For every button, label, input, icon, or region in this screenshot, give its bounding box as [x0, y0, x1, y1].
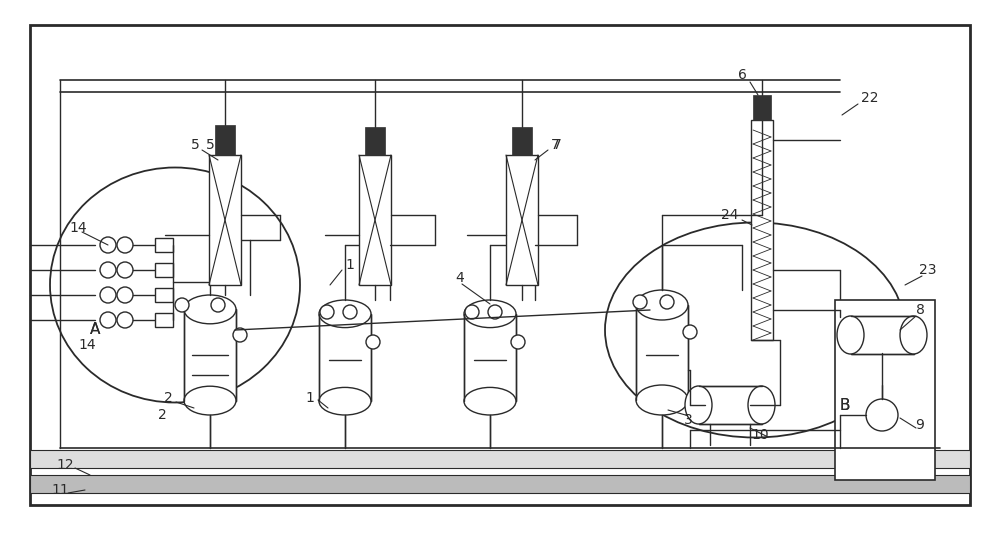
Text: 7: 7	[551, 138, 559, 152]
Bar	[209, 155, 241, 285]
Text: 5: 5	[206, 138, 214, 152]
Bar	[155, 288, 173, 302]
Text: B: B	[840, 397, 850, 412]
Circle shape	[100, 262, 116, 278]
Ellipse shape	[319, 300, 371, 327]
Circle shape	[366, 335, 380, 349]
Text: 3: 3	[684, 413, 692, 427]
Bar	[751, 120, 773, 340]
Text: 11: 11	[51, 483, 69, 497]
Bar	[359, 155, 391, 285]
Text: A: A	[90, 322, 100, 338]
Circle shape	[660, 295, 674, 309]
Circle shape	[866, 399, 898, 431]
Circle shape	[100, 312, 116, 328]
Ellipse shape	[319, 388, 371, 415]
Bar	[698, 386, 762, 424]
Bar	[753, 95, 771, 120]
Text: 1: 1	[346, 258, 354, 272]
Bar	[319, 314, 371, 401]
Ellipse shape	[636, 290, 688, 320]
Bar	[155, 238, 173, 252]
Circle shape	[100, 287, 116, 303]
Bar	[512, 127, 532, 155]
Circle shape	[175, 298, 189, 312]
Bar	[30, 475, 970, 493]
Ellipse shape	[900, 316, 927, 354]
Circle shape	[117, 287, 133, 303]
Text: A: A	[90, 322, 100, 338]
Bar	[850, 316, 914, 354]
Text: B: B	[840, 397, 850, 412]
Ellipse shape	[636, 385, 688, 415]
Bar	[506, 155, 538, 285]
Ellipse shape	[748, 386, 775, 424]
Circle shape	[211, 298, 225, 312]
Ellipse shape	[184, 295, 236, 324]
Circle shape	[117, 237, 133, 253]
Ellipse shape	[50, 167, 300, 403]
Text: 9: 9	[916, 418, 924, 432]
Bar	[155, 313, 173, 327]
Bar	[184, 309, 236, 401]
Circle shape	[465, 305, 479, 319]
Text: 4: 4	[456, 271, 464, 285]
Text: 14: 14	[69, 221, 87, 235]
Ellipse shape	[464, 388, 516, 415]
Circle shape	[117, 262, 133, 278]
Text: 24: 24	[721, 208, 739, 222]
Text: 2: 2	[164, 391, 172, 405]
Ellipse shape	[184, 386, 236, 415]
Circle shape	[511, 335, 525, 349]
Text: 10: 10	[751, 428, 769, 442]
Bar	[464, 314, 516, 401]
Text: 1: 1	[306, 391, 314, 405]
Text: 8: 8	[916, 303, 924, 317]
Ellipse shape	[685, 386, 712, 424]
Circle shape	[100, 237, 116, 253]
Circle shape	[633, 295, 647, 309]
Bar	[215, 125, 235, 155]
Bar	[30, 25, 970, 505]
Bar	[30, 450, 970, 468]
Ellipse shape	[464, 300, 516, 327]
Text: 14: 14	[78, 338, 96, 352]
Circle shape	[343, 305, 357, 319]
Bar	[155, 263, 173, 277]
Circle shape	[320, 305, 334, 319]
Text: 23: 23	[919, 263, 937, 277]
Text: 6: 6	[738, 68, 746, 82]
Bar	[365, 127, 385, 155]
Bar	[636, 305, 688, 400]
Bar	[835, 300, 935, 480]
Text: 5: 5	[191, 138, 199, 152]
Text: 7: 7	[553, 138, 561, 152]
Ellipse shape	[605, 223, 905, 437]
Circle shape	[117, 312, 133, 328]
Circle shape	[683, 325, 697, 339]
Ellipse shape	[837, 316, 864, 354]
Circle shape	[233, 328, 247, 342]
Text: 2: 2	[158, 408, 166, 422]
Circle shape	[488, 305, 502, 319]
Text: 22: 22	[861, 91, 879, 105]
Text: 12: 12	[56, 458, 74, 472]
